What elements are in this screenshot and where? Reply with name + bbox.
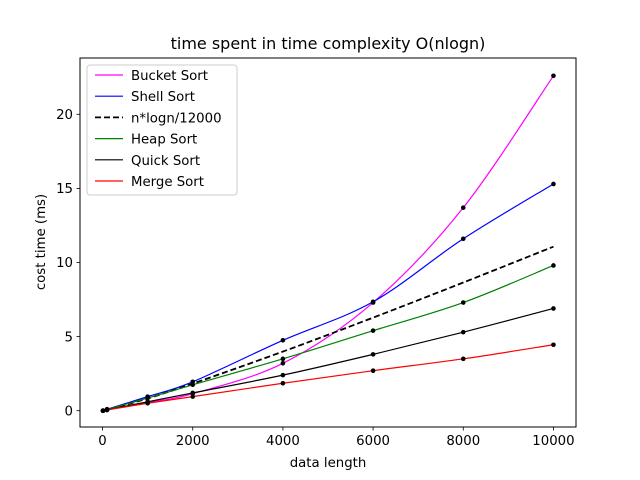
data-point-shell-sort: [460, 236, 466, 242]
data-point-shell-sort: [370, 299, 376, 305]
data-point-merge-sort: [104, 407, 110, 413]
y-axis-label: cost time (ms): [34, 194, 49, 290]
data-point-bucket-sort: [551, 73, 556, 79]
data-point-bucket-sort: [460, 205, 466, 210]
data-point-quick-sort: [280, 372, 286, 378]
data-point-merge-sort: [460, 356, 466, 362]
data-point-heap-sort: [551, 263, 556, 268]
y-tick-label: 10: [56, 256, 73, 271]
legend-label-bucket-sort: Bucket Sort: [131, 69, 208, 84]
data-point-heap-sort: [460, 300, 466, 305]
data-point-merge-sort: [370, 368, 376, 373]
x-tick-label: 8000: [446, 434, 480, 449]
x-tick-label: 0: [98, 434, 106, 449]
data-point-merge-sort: [280, 380, 286, 386]
data-point-bucket-sort: [280, 360, 286, 366]
data-point-quick-sort: [190, 390, 196, 396]
axes-frame: [79, 57, 577, 428]
y-tick-label: 15: [56, 182, 73, 197]
data-point-heap-sort: [145, 395, 150, 401]
data-point-heap-sort: [370, 328, 376, 333]
legend-label-n-logn-12000: n*logn/12000: [131, 111, 222, 126]
x-tick-label: 4000: [266, 434, 300, 449]
legend-label-shell-sort: Shell Sort: [131, 90, 195, 105]
y-axis: 0 5 10 15 20: [56, 108, 80, 419]
x-axis-label: data length: [290, 456, 367, 471]
x-tick-label: 10000: [532, 434, 574, 449]
y-tick-label: 5: [65, 330, 73, 345]
chart-title: time spent in time complexity O(nlogn): [171, 34, 486, 53]
data-point-shell-sort: [551, 181, 556, 187]
legend-frame: [86, 64, 238, 196]
data-point-heap-sort: [190, 382, 196, 388]
data-point-merge-sort: [145, 400, 150, 406]
data-point-merge-sort: [551, 342, 556, 348]
legend-label-heap-sort: Heap Sort: [131, 133, 197, 148]
data-point-quick-sort: [370, 352, 376, 357]
legend: Bucket Sort Shell Sort n*logn/12000 Heap So…: [86, 64, 238, 196]
data-point-merge-sort: [100, 408, 106, 413]
data-point-shell-sort: [280, 338, 286, 343]
y-tick-label: 20: [56, 108, 73, 123]
data-point-heap-sort: [280, 356, 286, 362]
x-tick-label: 2000: [176, 434, 210, 449]
plot-area: [100, 73, 556, 413]
x-tick-label: 6000: [356, 434, 390, 449]
data-point-merge-sort: [190, 394, 196, 399]
y-tick-label: 0: [65, 404, 73, 419]
x-axis: 0 2000 4000 6000 8000 10000: [98, 427, 575, 449]
data-point-quick-sort: [551, 306, 556, 311]
data-point-quick-sort: [460, 329, 466, 335]
legend-label-merge-sort: Merge Sort: [131, 175, 204, 190]
legend-label-quick-sort: Quick Sort: [131, 154, 200, 169]
